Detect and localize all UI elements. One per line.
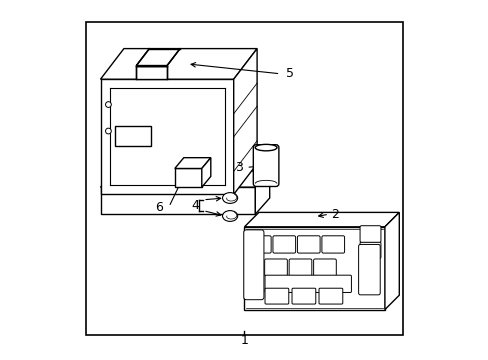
FancyBboxPatch shape <box>321 236 344 253</box>
Polygon shape <box>233 49 257 194</box>
FancyBboxPatch shape <box>264 259 287 276</box>
Polygon shape <box>244 212 399 227</box>
Ellipse shape <box>222 211 237 221</box>
Circle shape <box>105 102 111 107</box>
FancyBboxPatch shape <box>359 226 380 242</box>
Ellipse shape <box>222 193 237 203</box>
Text: 5: 5 <box>285 67 293 80</box>
Ellipse shape <box>255 144 276 151</box>
FancyBboxPatch shape <box>313 259 336 276</box>
Polygon shape <box>244 227 384 310</box>
Text: 1: 1 <box>240 334 248 347</box>
FancyBboxPatch shape <box>291 288 315 304</box>
Polygon shape <box>136 66 167 79</box>
FancyBboxPatch shape <box>264 288 288 304</box>
Polygon shape <box>384 212 399 310</box>
Polygon shape <box>174 168 202 187</box>
Polygon shape <box>115 126 151 146</box>
FancyBboxPatch shape <box>253 145 278 186</box>
Text: 6: 6 <box>155 201 163 213</box>
Bar <box>86 22 402 335</box>
FancyBboxPatch shape <box>359 242 380 258</box>
FancyBboxPatch shape <box>288 259 311 276</box>
FancyBboxPatch shape <box>248 236 270 253</box>
Polygon shape <box>202 158 210 187</box>
FancyBboxPatch shape <box>272 236 295 253</box>
Polygon shape <box>136 49 180 66</box>
FancyBboxPatch shape <box>244 230 264 300</box>
Polygon shape <box>101 187 255 214</box>
FancyBboxPatch shape <box>358 244 380 295</box>
FancyBboxPatch shape <box>297 236 320 253</box>
Text: 3: 3 <box>234 161 242 174</box>
Polygon shape <box>101 79 233 194</box>
Text: 2: 2 <box>330 208 338 221</box>
Polygon shape <box>136 49 180 66</box>
FancyBboxPatch shape <box>318 288 342 304</box>
Polygon shape <box>101 49 257 79</box>
Polygon shape <box>174 158 210 168</box>
FancyBboxPatch shape <box>264 275 351 292</box>
Polygon shape <box>255 171 269 214</box>
Circle shape <box>105 128 111 134</box>
Polygon shape <box>101 171 269 187</box>
Text: 4: 4 <box>191 199 199 212</box>
